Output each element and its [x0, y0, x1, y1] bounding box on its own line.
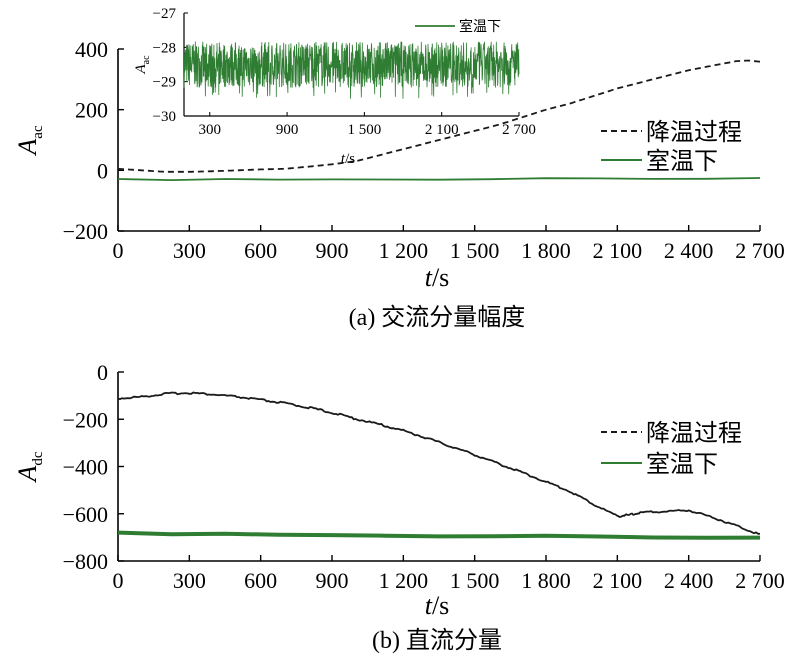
x-tick-label: 2 100 [593, 238, 643, 263]
panel-a-caption: (a) 交流分量幅度 [349, 304, 526, 331]
y-tick-label: −200 [63, 407, 108, 432]
x-tick-label: 2 400 [664, 568, 714, 593]
panel-b-marks: 0 300 600 900 1 200 1 500 1 800 2 100 2 400 2 700… [63, 360, 785, 593]
x-tick-label: 600 [244, 568, 277, 593]
inset-x-tick-label: 2 700 [502, 122, 536, 138]
inset-y-tick-label: −27 [153, 6, 177, 22]
y-tick-label: 400 [75, 37, 108, 62]
x-tick-label: 900 [316, 238, 349, 263]
inset-x-axis-label: t/s [341, 151, 355, 167]
inset-x-tick-label: 2 100 [425, 122, 459, 138]
x-tick-label: 1 800 [521, 238, 571, 263]
x-tick-label: 300 [173, 568, 206, 593]
x-tick-label: 1 500 [450, 238, 500, 263]
x-tick-label: 2 700 [735, 238, 785, 263]
inset-y-axis-label: Aac [133, 55, 152, 75]
x-tick-label: 300 [173, 238, 206, 263]
series-line-room-temp [117, 177, 761, 182]
panel-a-legend-label-cooling: 降温过程 [646, 119, 742, 146]
panel-b-x-axis-label: t/s [425, 591, 450, 620]
x-tick-label: 600 [244, 238, 277, 263]
inset-y-tick-label: −28 [153, 40, 176, 56]
panel-a-y-axis-label: Aac [13, 125, 46, 157]
inset-x-tick-label: 1 500 [348, 122, 382, 138]
inset-legend-label: 室温下 [459, 18, 501, 35]
y-tick-label: −400 [63, 455, 108, 480]
series-line-cooling [117, 391, 761, 535]
x-tick-label: 1 500 [450, 568, 500, 593]
panel-a-x-axis-label: t/s [425, 263, 450, 292]
y-tick-label: −600 [63, 502, 108, 527]
x-tick-label: 0 [113, 238, 124, 263]
inset-marks: 300 900 1 500 2 100 2 700 −27 −28 −29 −30 [153, 6, 536, 138]
inset-x-tick-label: 300 [199, 122, 222, 138]
y-tick-label: −200 [63, 219, 108, 244]
panel-b-y-axis-label: Adc [13, 451, 46, 483]
x-tick-label: 1 200 [379, 238, 429, 263]
panel-b-legend-label-room: 室温下 [646, 451, 718, 478]
y-tick-label: 0 [97, 158, 108, 183]
panel-b-chart: 0 300 600 900 1 200 1 500 1 800 2 100 2 400 2 700… [13, 360, 785, 654]
x-tick-label: 900 [316, 568, 349, 593]
x-tick-label: 1 800 [521, 568, 571, 593]
series-line-room-temp [117, 530, 761, 540]
inset-y-tick-label: −29 [153, 75, 176, 91]
y-tick-label: −800 [63, 549, 108, 574]
panel-b-caption: (b) 直流分量 [372, 627, 502, 654]
inset-y-tick-label: −30 [153, 109, 176, 125]
panel-a-chart: 0 300 600 900 1 200 1 500 1 800 2 100 2 400 2 700… [13, 6, 785, 331]
x-tick-label: 1 200 [379, 568, 429, 593]
x-tick-label: 2 100 [593, 568, 643, 593]
series-line-cooling [117, 59, 761, 173]
x-tick-label: 2 700 [735, 568, 785, 593]
inset-x-tick-label: 900 [276, 122, 299, 138]
panel-a-legend-label-room: 室温下 [646, 148, 718, 175]
y-tick-label: 0 [97, 360, 108, 385]
x-tick-label: 2 400 [664, 238, 714, 263]
panel-b-legend-label-cooling: 降温过程 [646, 420, 742, 447]
panel-a-marks: 0 300 600 900 1 200 1 500 1 800 2 100 2 400 2 700… [63, 37, 785, 263]
y-tick-label: 200 [75, 98, 108, 123]
x-tick-label: 0 [113, 568, 124, 593]
panel-a-inset: 300 900 1 500 2 100 2 700 −27 −28 −29 −30 Aac t/… [133, 6, 536, 167]
inset-series-line-room-temp [183, 41, 520, 99]
